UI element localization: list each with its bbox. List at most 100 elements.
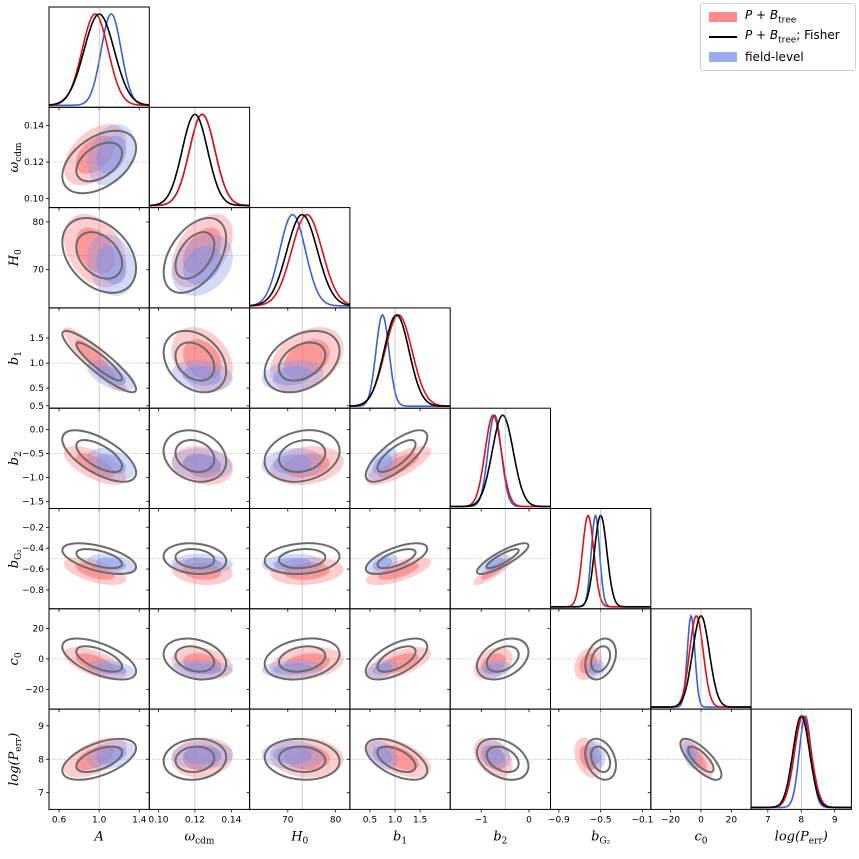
x-tick-label: 1.0 <box>388 815 403 825</box>
fisher-ellipse-1sigma <box>485 645 520 673</box>
x-tick-label: 7 <box>765 815 771 825</box>
legend-label: P + B <box>745 8 779 23</box>
y-tick-label: 7 <box>38 789 44 799</box>
panel-b1-c0 <box>346 608 451 713</box>
x-axis-label-c0: c0 <box>694 829 707 846</box>
marginal-FL <box>249 213 350 307</box>
panel-H0-b2 <box>246 405 351 512</box>
fisher-ellipse-1sigma <box>687 745 715 774</box>
fisher-ellipse-1sigma <box>376 745 417 774</box>
y-tick-label: −0.5 <box>22 450 44 460</box>
y-axis-label-H0: H0 <box>7 249 24 267</box>
panel-wcdm-wcdm <box>148 106 251 211</box>
panel-wcdm-b1 <box>146 307 251 412</box>
legend: P + Btree P + Btree; Fisher field-level <box>700 3 856 71</box>
panel-H0-c0 <box>246 608 351 713</box>
contour-red-2sigma <box>366 557 431 586</box>
x-axis-label-H0: H0 <box>290 829 308 846</box>
y-tick-label: −1.0 <box>22 473 44 483</box>
fisher-ellipse-2sigma <box>263 329 341 394</box>
legend-label-sub: tree <box>778 15 797 26</box>
panel-A-A <box>48 6 150 111</box>
marginal-F <box>450 414 551 508</box>
x-tick-label: 1.0 <box>92 815 107 825</box>
legend-label-suffix: ; Fisher <box>796 28 840 43</box>
x-tick-label: 70 <box>282 815 294 825</box>
panel-A-H0: 70 80 H0 <box>7 207 150 311</box>
contour-blue-1sigma <box>273 365 312 386</box>
fisher-ellipse-2sigma <box>475 542 530 575</box>
panel-b2-logPerr: −1 0 b2 <box>447 708 552 846</box>
fisher-ellipse-1sigma <box>277 745 327 773</box>
y-tick-label: 0.12 <box>24 158 44 168</box>
x-tick-label: 1.5 <box>413 815 427 825</box>
panel-b1-bG2 <box>346 508 451 612</box>
panel-H0-bG2 <box>246 508 351 612</box>
marginal-FL <box>450 414 551 508</box>
x-tick-label: 0 <box>698 815 704 825</box>
x-tick-label: −0.1 <box>632 815 654 825</box>
panel-b1-b1 <box>349 307 451 412</box>
panel-A-b2: −1.5 −1.0 −0.5 0.0 0.5 b2 <box>7 402 150 512</box>
x-tick-label: 8 <box>798 815 804 825</box>
legend-item-p-btree: P + Btree <box>709 8 796 26</box>
panel-b2-c0 <box>447 608 552 713</box>
x-axis-label-b2: b2 <box>493 829 507 846</box>
legend-label: P + B <box>745 28 779 43</box>
fisher-ellipse-1sigma <box>376 645 417 673</box>
y-tick-label: 1.0 <box>30 359 45 369</box>
fisher-ellipse-1sigma <box>174 341 216 382</box>
x-axis-label-b1: b1 <box>393 829 407 846</box>
x-tick-label: −0.5 <box>590 815 612 825</box>
fisher-ellipse-2sigma <box>162 542 228 575</box>
fisher-ellipse-2sigma <box>584 737 617 781</box>
fisher-ellipse-1sigma <box>174 745 216 774</box>
y-tick-label: −0.6 <box>22 565 44 575</box>
fisher-ellipse-2sigma <box>584 637 617 681</box>
y-axis-label-wcdm: ωcdm <box>7 142 24 172</box>
panel-wcdm-logPerr: 0.10 0.12 0.14 ωcdm <box>146 708 251 846</box>
panel-b1-b2 <box>346 405 451 512</box>
y-tick-label: 0.14 <box>24 122 44 132</box>
panel-H0-b1 <box>246 307 351 412</box>
x-tick-label: 0.6 <box>52 815 67 825</box>
legend-item-field-level: field-level <box>709 48 804 66</box>
x-tick-label: 0 <box>526 815 532 825</box>
fisher-ellipse-2sigma <box>364 637 429 681</box>
fisher-ellipse-1sigma <box>277 341 327 382</box>
contour-blue-1sigma <box>273 454 312 475</box>
fisher-ellipse-1sigma <box>590 645 612 673</box>
y-tick-label: 0.10 <box>24 194 44 204</box>
y-tick-label: 0 <box>38 655 44 665</box>
fisher-ellipse-1sigma <box>376 439 417 473</box>
fisher-ellipse-1sigma <box>174 645 216 673</box>
panel-frame <box>349 307 451 409</box>
legend-swatch-black <box>709 36 737 38</box>
fisher-ellipse-2sigma <box>61 637 138 681</box>
fisher-ellipse-1sigma <box>75 439 124 473</box>
fisher-ellipse-1sigma <box>75 341 124 382</box>
contour-blue-1sigma <box>183 365 222 386</box>
panel-A-b1: 0.5 1.0 1.5 b1 <box>7 307 150 412</box>
marginal-F <box>149 113 250 207</box>
fisher-ellipse-2sigma <box>679 737 723 781</box>
y-axis-label-c0: c0 <box>7 652 24 665</box>
x-axis-label-bG2: bG₂ <box>591 829 611 846</box>
fisher-ellipse-2sigma <box>263 429 341 483</box>
panel-b1-logPerr: 0.5 1.0 1.5 b1 <box>346 708 451 846</box>
legend-label: field-level <box>745 50 804 64</box>
contour-red-1sigma <box>378 562 419 580</box>
fisher-ellipse-1sigma <box>174 439 216 473</box>
fisher-ellipse-1sigma <box>174 548 216 570</box>
marginal-P <box>249 213 350 307</box>
fisher-ellipse-1sigma <box>75 141 124 183</box>
fisher-ellipse-2sigma <box>61 216 138 294</box>
fisher-ellipse-2sigma <box>162 429 228 483</box>
y-axis-label-bG2: bG₂ <box>7 549 24 569</box>
y-tick-label: 9 <box>38 722 44 732</box>
fisher-ellipse-2sigma <box>162 737 228 781</box>
fisher-ellipse-1sigma <box>590 745 612 774</box>
x-tick-label: 9 <box>832 815 838 825</box>
panel-frame <box>750 708 852 810</box>
y-tick-label: −20 <box>25 685 44 695</box>
